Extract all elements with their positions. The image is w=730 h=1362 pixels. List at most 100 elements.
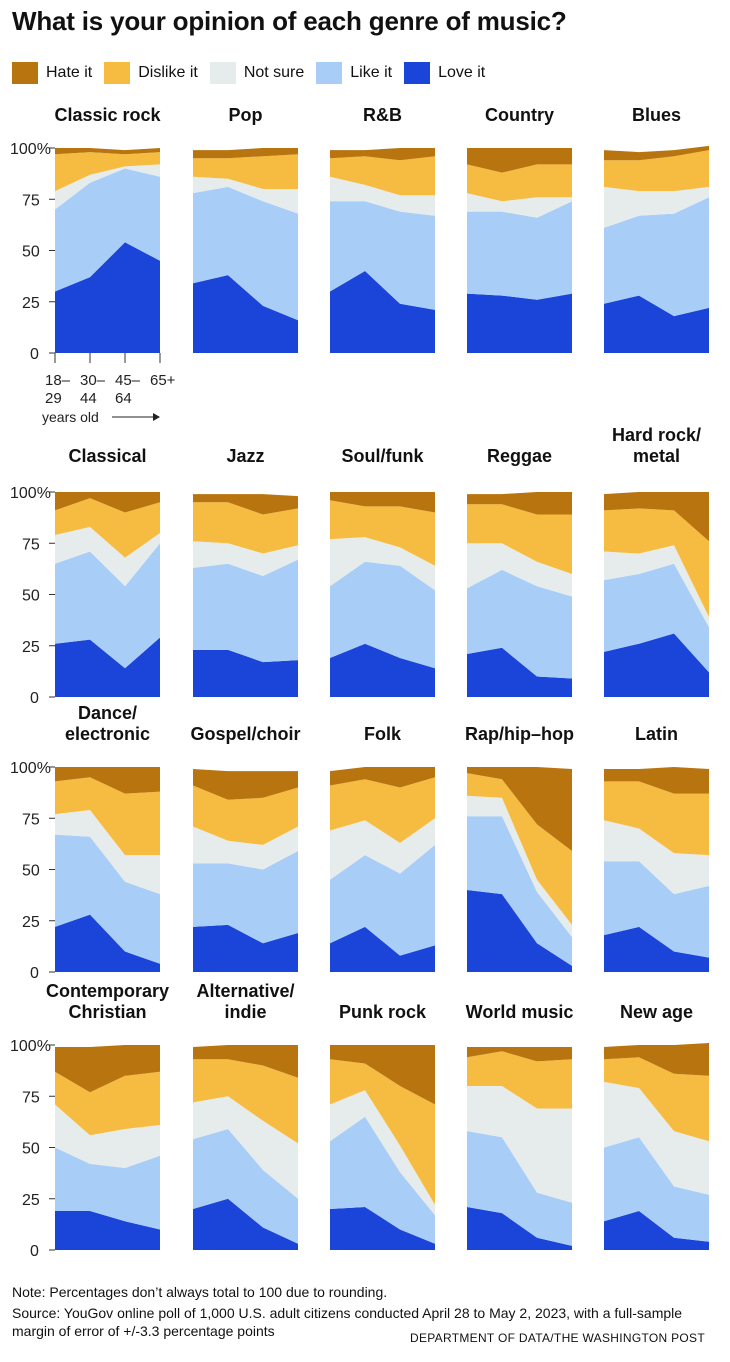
x-label-4-top: 65+ bbox=[150, 372, 176, 389]
area-world-music-dislike-it bbox=[467, 1051, 572, 1109]
area-jazz-dislike-it bbox=[193, 502, 298, 554]
panel-title-pop: Pop bbox=[229, 105, 263, 125]
y-tick-label-row3-50: 50 bbox=[22, 863, 40, 880]
panel-title-reggae: Reggae bbox=[487, 446, 552, 466]
area-jazz-not-sure bbox=[193, 541, 298, 576]
area-soul-funk-dislike-it bbox=[330, 500, 435, 566]
legend-label-hate: Hate it bbox=[46, 64, 93, 81]
area-pop-not-sure bbox=[193, 176, 298, 214]
x-label-2-top: 30– bbox=[80, 372, 106, 389]
area-new-age-like-it bbox=[604, 1137, 709, 1242]
area-dance-electronic-not-sure bbox=[55, 810, 160, 895]
area-gospel-choir-dislike-it bbox=[193, 785, 298, 845]
y-tick-label-row4-75: 75 bbox=[22, 1089, 40, 1106]
x-label-1-top: 18– bbox=[45, 372, 71, 389]
panel-classical: Classical 100% 75 50 25 0 bbox=[10, 446, 160, 707]
panel-title-country: Country bbox=[485, 105, 554, 125]
area-classical-dislike-it bbox=[55, 498, 160, 558]
area-country-like-it bbox=[467, 201, 572, 300]
y-tick-label-row2-50: 50 bbox=[22, 588, 40, 605]
area-punk-rock-dislike-it bbox=[330, 1059, 435, 1205]
area-world-music-love-it bbox=[467, 1207, 572, 1250]
y-tick-label-row3-0: 0 bbox=[30, 965, 39, 982]
panel-latin: Latin bbox=[604, 724, 709, 972]
area-contemporary-christian-like-it bbox=[55, 1147, 160, 1230]
area-jazz-love-it bbox=[193, 649, 298, 697]
y-tick-label-row3-25: 25 bbox=[22, 914, 40, 931]
area-punk-rock-like-it bbox=[330, 1116, 435, 1244]
panel-title-dance-electronic-line2: electronic bbox=[65, 724, 150, 744]
area-latin-dislike-it bbox=[604, 781, 709, 856]
area-contemporary-christian-not-sure bbox=[55, 1104, 160, 1168]
area-soul-funk-love-it bbox=[330, 643, 435, 697]
panel-title-classic-rock: Classic rock bbox=[54, 105, 161, 125]
area-rap-hip-hop-dislike-it bbox=[467, 773, 572, 925]
panel-title-punk-rock: Punk rock bbox=[339, 1002, 427, 1022]
panel-title-contemporary-christian-line2: Christian bbox=[68, 1002, 146, 1022]
legend-item-love: Love it bbox=[404, 62, 485, 84]
area-soul-funk-not-sure bbox=[330, 537, 435, 591]
area-gospel-choir-like-it bbox=[193, 851, 298, 944]
area-reggae-love-it bbox=[467, 647, 572, 697]
area-alternative-indie-not-sure bbox=[193, 1096, 298, 1199]
chart-credit: DEPARTMENT OF DATA/THE WASHINGTON POST bbox=[410, 1331, 705, 1345]
panel-title-r-b: R&B bbox=[363, 105, 402, 125]
panel-r-b: R&B bbox=[330, 105, 435, 353]
area-country-not-sure bbox=[467, 193, 572, 218]
x-axis-caption: years old bbox=[42, 409, 99, 425]
area-folk-hate-it bbox=[330, 767, 435, 788]
panel-jazz: Jazz bbox=[193, 446, 298, 697]
area-classic-rock-dislike-it bbox=[55, 152, 160, 192]
area-reggae-dislike-it bbox=[467, 504, 572, 574]
panel-reggae: Reggae bbox=[467, 446, 572, 697]
y-tick-label-row4-25: 25 bbox=[22, 1192, 40, 1209]
y-tick-label-row2-0: 0 bbox=[30, 690, 39, 707]
panel-title-soul-funk: Soul/funk bbox=[342, 446, 425, 466]
y-tick-label-row4-100: 100% bbox=[10, 1038, 51, 1055]
area-classical-hate-it bbox=[55, 492, 160, 513]
area-classical-not-sure bbox=[55, 526, 160, 587]
area-rap-hip-hop-not-sure bbox=[467, 795, 572, 938]
legend-swatch-hate bbox=[12, 62, 38, 84]
y-tick-label-row1-100: 100% bbox=[10, 141, 51, 158]
panel-hard-rock-metal: Hard rock/metal bbox=[604, 425, 709, 697]
y-tick-label-row1-75: 75 bbox=[22, 192, 40, 209]
area-world-music-not-sure bbox=[467, 1086, 572, 1203]
area-blues-dislike-it bbox=[604, 150, 709, 192]
legend-label-like: Like it bbox=[350, 64, 393, 81]
area-world-music-hate-it bbox=[467, 1047, 572, 1062]
y-tick-label-row4-0: 0 bbox=[30, 1243, 39, 1260]
area-new-age-hate-it bbox=[604, 1043, 709, 1076]
legend-swatch-not-sure bbox=[209, 62, 236, 84]
area-r-b-hate-it bbox=[330, 148, 435, 161]
chart-note: Note: Percentages don’t always total to … bbox=[12, 1284, 388, 1300]
y-tick-label-row2-75: 75 bbox=[22, 536, 40, 553]
area-latin-hate-it bbox=[604, 767, 709, 794]
panel-soul-funk: Soul/funk bbox=[330, 446, 435, 697]
x-label-3-bottom: 64 bbox=[115, 390, 132, 407]
area-hard-rock-metal-like-it bbox=[604, 563, 709, 673]
area-classic-rock-hate-it bbox=[55, 148, 160, 155]
area-punk-rock-not-sure bbox=[330, 1090, 435, 1216]
area-hard-rock-metal-not-sure bbox=[604, 545, 709, 628]
chart-source: Source: YouGov online poll of 1,000 U.S.… bbox=[12, 1305, 683, 1339]
area-country-dislike-it bbox=[467, 164, 572, 202]
area-rap-hip-hop-hate-it bbox=[467, 767, 572, 851]
area-punk-rock-hate-it bbox=[330, 1045, 435, 1105]
panel-title-rap-hip-hop: Rap/hip–hop bbox=[465, 724, 574, 744]
area-blues-love-it bbox=[604, 295, 709, 353]
area-classic-rock-like-it bbox=[55, 168, 160, 292]
area-pop-hate-it bbox=[193, 148, 298, 159]
area-contemporary-christian-love-it bbox=[55, 1211, 160, 1250]
area-dance-electronic-dislike-it bbox=[55, 777, 160, 856]
legend-swatch-like bbox=[316, 62, 343, 84]
legend-swatch-love bbox=[404, 62, 431, 84]
area-punk-rock-love-it bbox=[330, 1207, 435, 1250]
area-alternative-indie-like-it bbox=[193, 1129, 298, 1244]
area-pop-love-it bbox=[193, 275, 298, 353]
panel-title-contemporary-christian-line1: Contemporary bbox=[46, 981, 169, 1001]
area-jazz-hate-it bbox=[193, 494, 298, 515]
panel-rap-hip-hop: Rap/hip–hop bbox=[465, 724, 574, 972]
area-country-love-it bbox=[467, 293, 572, 353]
